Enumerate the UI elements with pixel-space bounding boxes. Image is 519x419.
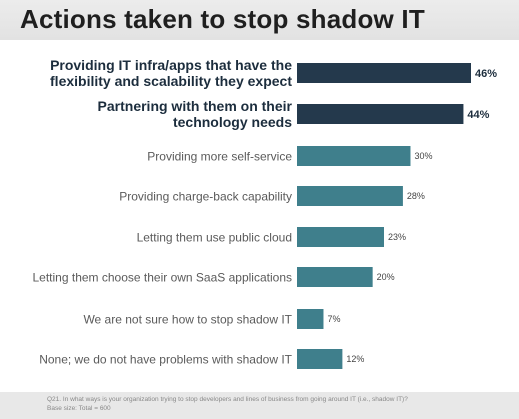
category-label-4: Providing charge-back capability [119, 189, 292, 203]
bar-4 [297, 186, 403, 206]
bar-5 [297, 227, 384, 247]
footer-band [0, 392, 519, 419]
value-label-3: 30% [414, 151, 432, 161]
bar-chart: 46% Providing IT infra/apps that have the… [33, 57, 497, 369]
category-label-5: Letting them use public cloud [137, 230, 292, 244]
category-label-1-line-2: flexibility and scalability they expect [50, 73, 292, 89]
category-label-6: Letting them choose their own SaaS appli… [33, 270, 293, 284]
category-label-8: None; we do not have problems with shado… [39, 352, 292, 366]
category-label-2-line-1: Partnering with them on their [98, 98, 293, 114]
value-label-1: 46% [475, 68, 497, 80]
value-label-8: 12% [346, 354, 364, 364]
bar-2 [297, 104, 464, 124]
value-label-7: 7% [327, 314, 340, 324]
category-label-7: We are not sure how to stop shadow IT [83, 312, 292, 326]
value-label-5: 23% [388, 232, 406, 242]
category-label-1-line-1: Providing IT infra/apps that have the [50, 57, 292, 73]
footnote-question: Q21. In what ways is your organization t… [47, 396, 408, 403]
bar-1 [297, 63, 471, 83]
title-band [0, 0, 519, 40]
bar-8 [297, 349, 343, 369]
value-label-2: 44% [467, 109, 489, 121]
bar-7 [297, 309, 324, 329]
chart-title: Actions taken to stop shadow IT [20, 4, 425, 34]
bar-3 [297, 146, 411, 166]
category-label-3: Providing more self-service [147, 149, 292, 163]
category-label-2-line-2: technology needs [173, 114, 292, 130]
value-label-4: 28% [407, 191, 425, 201]
value-label-6: 20% [377, 272, 395, 282]
bar-6 [297, 267, 373, 287]
footnote-base-size: Base size: Total = 600 [47, 405, 111, 412]
